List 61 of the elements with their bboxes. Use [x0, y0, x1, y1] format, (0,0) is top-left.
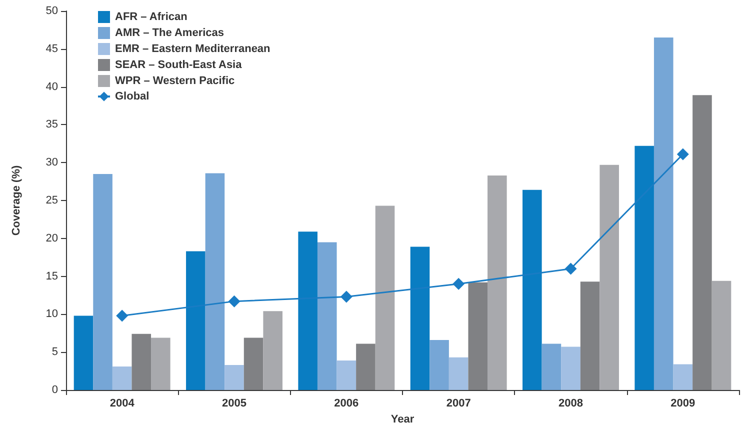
y-tick-label: 50	[46, 5, 58, 17]
bar	[448, 357, 468, 390]
legend-label: AMR – The Americas	[115, 27, 224, 39]
legend-label: EMR – Eastern Mediterranean	[115, 43, 271, 55]
y-tick-label: 40	[46, 80, 58, 93]
x-tick-label: 2007	[446, 398, 471, 410]
legend-label: WPR – Western Pacific	[115, 75, 235, 87]
legend-label: Global	[115, 90, 150, 102]
x-tick-label: 2008	[558, 398, 583, 410]
bar	[244, 338, 264, 390]
bar	[317, 242, 337, 390]
legend-label: AFR – African	[115, 11, 188, 23]
y-tick-label: 35	[46, 118, 58, 131]
bar	[74, 316, 94, 390]
point	[564, 262, 577, 275]
bar	[634, 146, 654, 390]
y-axis-title: Coverage (%)	[10, 165, 22, 236]
y-tick-label: 5	[52, 346, 58, 358]
bar	[488, 175, 507, 390]
bar	[468, 282, 488, 390]
x-axis-title: Year	[390, 414, 415, 426]
point	[340, 290, 352, 303]
bar	[186, 251, 206, 390]
point	[116, 310, 128, 322]
point	[228, 295, 240, 308]
bar	[336, 360, 356, 390]
y-tick-label: 10	[46, 308, 58, 320]
bar	[430, 340, 449, 390]
bar	[580, 282, 600, 390]
bar	[375, 206, 395, 390]
bar	[151, 338, 170, 390]
bar	[542, 344, 562, 390]
x-tick-label: 2004	[110, 398, 136, 410]
point	[452, 278, 465, 290]
bar	[132, 334, 152, 390]
x-tick-label: 2006	[334, 398, 359, 410]
legend-label: SEAR – South-East Asia	[115, 59, 243, 71]
bar	[654, 38, 674, 390]
bar	[93, 174, 112, 390]
bar	[298, 232, 318, 390]
bar	[692, 95, 712, 390]
x-tick-label: 2005	[222, 398, 246, 410]
y-tick-label: 0	[52, 384, 58, 396]
bar	[522, 190, 542, 390]
point	[676, 148, 689, 160]
bar	[673, 364, 693, 390]
bar	[205, 173, 225, 390]
bar	[600, 164, 619, 390]
bar	[112, 366, 132, 390]
x-tick-label: 2009	[670, 398, 696, 410]
y-tick-label: 45	[46, 42, 58, 55]
bar	[712, 280, 732, 390]
bar	[561, 346, 580, 390]
bar	[263, 311, 282, 390]
y-tick-label: 20	[46, 232, 58, 244]
y-tick-label: 25	[46, 194, 58, 206]
bar	[410, 246, 430, 390]
bar	[224, 364, 244, 390]
bar	[356, 344, 376, 390]
y-tick-label: 15	[46, 270, 58, 282]
y-tick-label: 30	[46, 156, 58, 169]
